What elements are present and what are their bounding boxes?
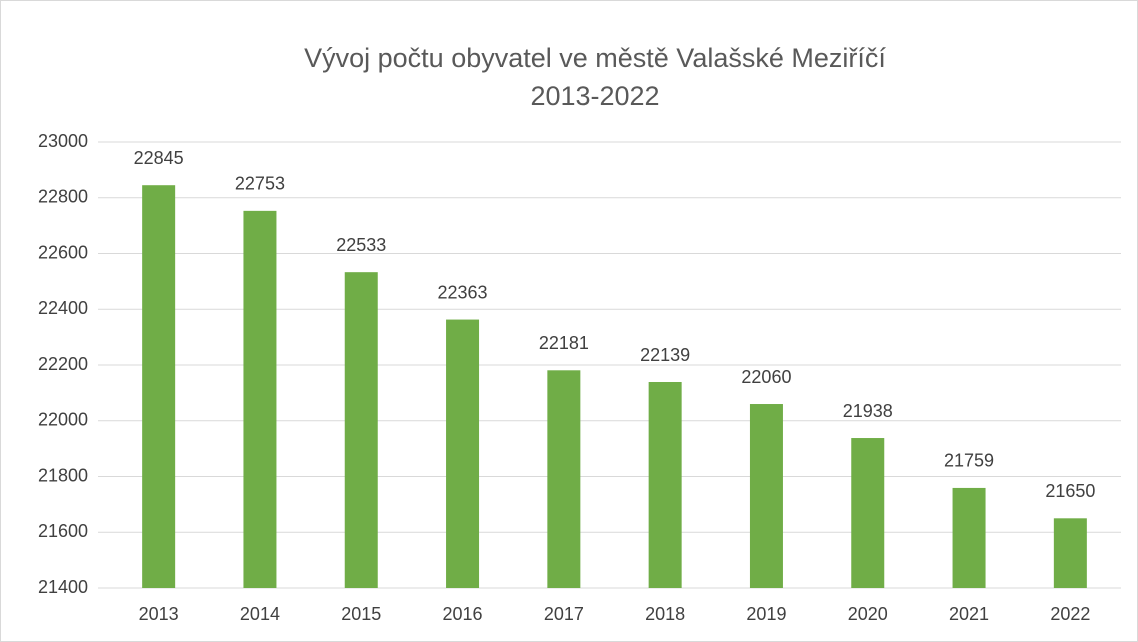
y-tick-label: 22000	[38, 410, 88, 430]
data-label: 21759	[944, 451, 994, 471]
y-tick-label: 21800	[38, 465, 88, 485]
bar	[952, 487, 986, 588]
y-tick-label: 22200	[38, 354, 88, 374]
data-label: 22363	[438, 282, 488, 302]
data-label: 22533	[336, 235, 386, 255]
data-label: 21938	[843, 401, 893, 421]
data-label: 22139	[640, 345, 690, 365]
x-tick-label: 2016	[443, 604, 483, 624]
y-tick-label: 21600	[38, 521, 88, 541]
data-label: 22845	[134, 148, 184, 168]
y-tick-label: 21400	[38, 577, 88, 597]
y-tick-label: 22800	[38, 187, 88, 207]
chart-title: Vývoj počtu obyvatel ve městě Valašské M…	[304, 43, 886, 73]
x-tick-label: 2021	[949, 604, 989, 624]
chart-subtitle: 2013-2022	[530, 81, 659, 111]
data-label: 22060	[741, 367, 791, 387]
x-tick-label: 2014	[240, 604, 280, 624]
bar	[1053, 518, 1087, 588]
bar	[446, 319, 480, 588]
x-tick-label: 2020	[848, 604, 888, 624]
bar	[344, 272, 378, 588]
bar	[547, 370, 581, 588]
data-label: 22753	[235, 174, 285, 194]
data-label: 22181	[539, 333, 589, 353]
bar	[142, 185, 176, 589]
x-tick-label: 2019	[746, 604, 786, 624]
bar	[851, 438, 885, 588]
x-tick-label: 2017	[544, 604, 584, 624]
x-tick-label: 2018	[645, 604, 685, 624]
y-tick-label: 22600	[38, 242, 88, 262]
y-tick-label: 22400	[38, 298, 88, 318]
bar	[648, 382, 682, 588]
x-tick-label: 2013	[139, 604, 179, 624]
bar	[749, 404, 783, 588]
bar	[243, 210, 277, 588]
y-tick-label: 23000	[38, 131, 88, 151]
x-tick-label: 2022	[1050, 604, 1090, 624]
x-tick-label: 2015	[341, 604, 381, 624]
data-label: 21650	[1045, 481, 1095, 501]
